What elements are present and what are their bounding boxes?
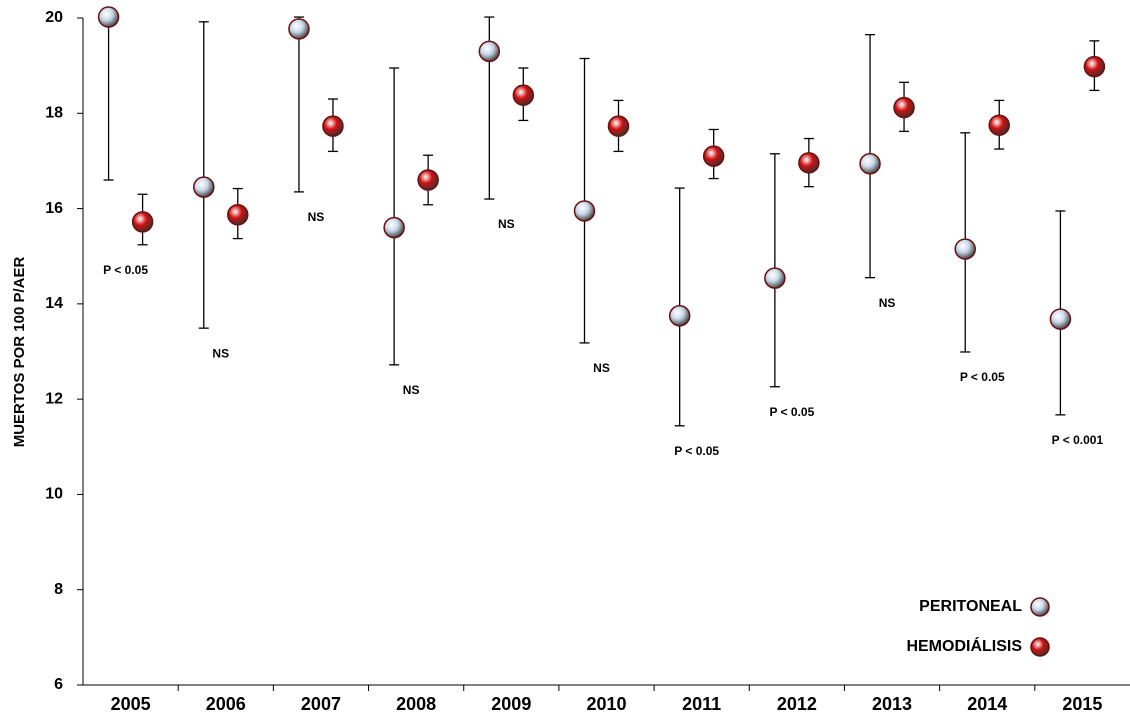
y-tick-label: 16 <box>45 200 63 217</box>
p-value-label: P < 0.001 <box>1052 433 1104 447</box>
p-value-label: NS <box>212 346 229 360</box>
marker <box>227 204 249 226</box>
y-tick-label: 10 <box>45 486 63 503</box>
x-tick-label: 2013 <box>872 694 912 714</box>
p-value-label: P < 0.05 <box>769 405 814 419</box>
x-tick-label: 2010 <box>586 694 626 714</box>
y-tick-label: 18 <box>45 105 63 122</box>
p-value-label: P < 0.05 <box>103 263 148 277</box>
marker <box>512 84 535 106</box>
marker <box>954 238 976 260</box>
marker <box>1049 308 1072 330</box>
marker <box>478 40 501 63</box>
marker <box>893 96 915 119</box>
marker <box>798 152 820 174</box>
x-tick-label: 2011 <box>682 694 721 714</box>
p-value-label: NS <box>593 361 610 375</box>
legend-marker <box>1030 597 1050 617</box>
x-tick-label: 2005 <box>111 694 151 714</box>
marker <box>573 200 596 222</box>
p-value-label: P < 0.05 <box>960 370 1005 384</box>
x-tick-label: 2015 <box>1062 694 1102 714</box>
marker <box>859 153 881 175</box>
x-tick-label: 2014 <box>967 694 1007 714</box>
x-tick-label: 2007 <box>301 694 341 714</box>
marker <box>322 115 344 137</box>
marker <box>702 145 725 167</box>
p-value-label: NS <box>498 217 515 231</box>
legend-label: PERITONEAL <box>919 598 1022 615</box>
x-tick-label: 2009 <box>491 694 531 714</box>
y-tick-label: 20 <box>45 9 63 26</box>
marker <box>988 114 1010 136</box>
p-value-label: NS <box>308 210 325 224</box>
marker <box>383 216 405 239</box>
y-tick-label: 8 <box>54 581 63 598</box>
marker <box>764 267 786 289</box>
marker <box>288 18 310 40</box>
legend-label: HEMODIÁLISIS <box>906 636 1022 655</box>
x-tick-label: 2008 <box>396 694 436 714</box>
y-tick-label: 12 <box>45 390 63 407</box>
marker <box>668 305 691 327</box>
marker <box>193 176 215 198</box>
marker <box>131 211 154 233</box>
p-value-label: P < 0.05 <box>674 444 719 458</box>
y-tick-label: 14 <box>45 295 63 312</box>
p-value-label: NS <box>879 296 896 310</box>
x-tick-label: 2006 <box>206 694 246 714</box>
marker <box>97 6 120 28</box>
marker <box>1083 55 1106 78</box>
y-tick-label: 6 <box>54 676 63 693</box>
marker <box>417 169 439 191</box>
y-axis-label: MUERTOS POR 100 P/AER <box>11 257 28 448</box>
marker <box>607 115 630 137</box>
legend-marker <box>1030 637 1050 657</box>
p-value-label: NS <box>403 383 420 397</box>
x-tick-label: 2012 <box>777 694 817 714</box>
